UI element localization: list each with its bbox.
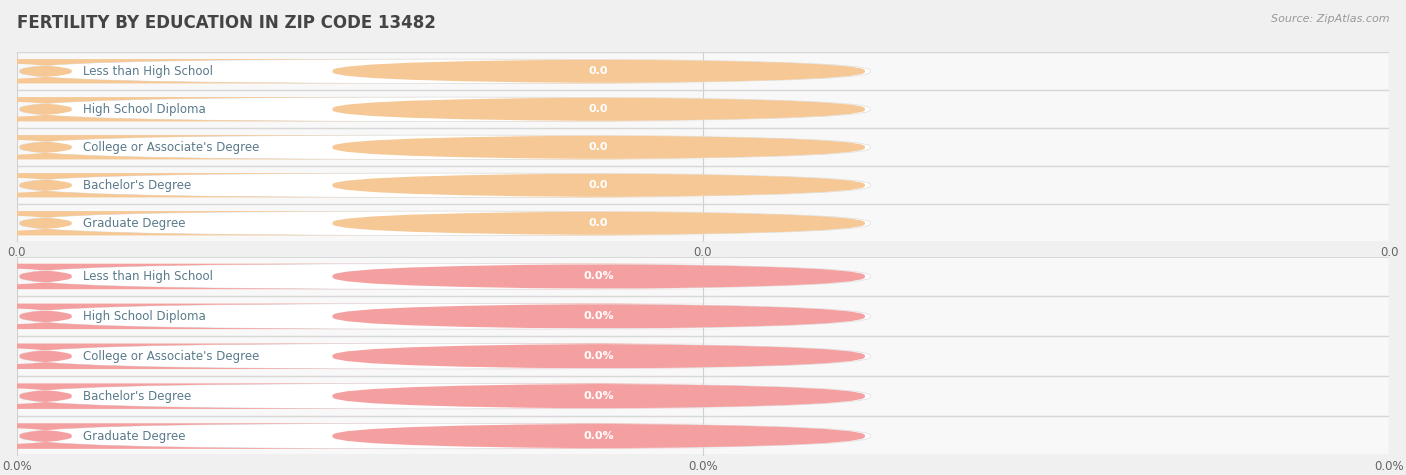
- Text: Graduate Degree: Graduate Degree: [83, 429, 186, 443]
- FancyBboxPatch shape: [332, 423, 865, 449]
- FancyBboxPatch shape: [20, 343, 870, 369]
- FancyBboxPatch shape: [17, 258, 1389, 295]
- FancyBboxPatch shape: [17, 298, 1389, 335]
- FancyBboxPatch shape: [0, 383, 432, 409]
- Text: 0.0%: 0.0%: [583, 271, 614, 282]
- FancyBboxPatch shape: [20, 383, 870, 409]
- FancyBboxPatch shape: [20, 264, 870, 289]
- FancyBboxPatch shape: [20, 97, 870, 122]
- FancyBboxPatch shape: [20, 173, 870, 198]
- FancyBboxPatch shape: [0, 97, 432, 122]
- Text: College or Associate's Degree: College or Associate's Degree: [83, 350, 259, 363]
- Text: 0.0%: 0.0%: [583, 431, 614, 441]
- FancyBboxPatch shape: [17, 418, 1389, 455]
- Text: 0.0: 0.0: [589, 66, 609, 76]
- FancyBboxPatch shape: [0, 59, 432, 84]
- Text: FERTILITY BY EDUCATION IN ZIP CODE 13482: FERTILITY BY EDUCATION IN ZIP CODE 13482: [17, 14, 436, 32]
- FancyBboxPatch shape: [20, 135, 870, 160]
- FancyBboxPatch shape: [20, 423, 870, 449]
- FancyBboxPatch shape: [332, 304, 865, 329]
- Text: Less than High School: Less than High School: [83, 65, 212, 78]
- FancyBboxPatch shape: [332, 59, 865, 84]
- FancyBboxPatch shape: [332, 97, 865, 122]
- Text: 0.0: 0.0: [589, 180, 609, 190]
- FancyBboxPatch shape: [17, 378, 1389, 415]
- FancyBboxPatch shape: [0, 304, 432, 329]
- Text: Source: ZipAtlas.com: Source: ZipAtlas.com: [1271, 14, 1389, 24]
- FancyBboxPatch shape: [0, 135, 432, 160]
- Text: 0.0%: 0.0%: [583, 391, 614, 401]
- FancyBboxPatch shape: [17, 168, 1389, 203]
- FancyBboxPatch shape: [17, 338, 1389, 375]
- FancyBboxPatch shape: [20, 211, 870, 236]
- Text: Bachelor's Degree: Bachelor's Degree: [83, 179, 191, 192]
- FancyBboxPatch shape: [20, 59, 870, 84]
- Text: 0.0: 0.0: [589, 104, 609, 114]
- Text: 0.0%: 0.0%: [583, 351, 614, 361]
- FancyBboxPatch shape: [0, 173, 432, 198]
- Text: Less than High School: Less than High School: [83, 270, 212, 283]
- FancyBboxPatch shape: [332, 383, 865, 409]
- Text: 0.0: 0.0: [589, 218, 609, 228]
- FancyBboxPatch shape: [332, 264, 865, 289]
- FancyBboxPatch shape: [332, 135, 865, 160]
- Text: 0.0%: 0.0%: [583, 311, 614, 322]
- FancyBboxPatch shape: [332, 173, 865, 198]
- FancyBboxPatch shape: [0, 343, 432, 369]
- Text: College or Associate's Degree: College or Associate's Degree: [83, 141, 259, 154]
- Text: Graduate Degree: Graduate Degree: [83, 217, 186, 230]
- FancyBboxPatch shape: [17, 54, 1389, 89]
- FancyBboxPatch shape: [332, 343, 865, 369]
- FancyBboxPatch shape: [0, 211, 432, 236]
- FancyBboxPatch shape: [17, 206, 1389, 241]
- FancyBboxPatch shape: [332, 211, 865, 236]
- Text: High School Diploma: High School Diploma: [83, 103, 205, 116]
- FancyBboxPatch shape: [17, 130, 1389, 165]
- Text: 0.0: 0.0: [589, 142, 609, 152]
- Text: Bachelor's Degree: Bachelor's Degree: [83, 390, 191, 403]
- FancyBboxPatch shape: [0, 423, 432, 449]
- FancyBboxPatch shape: [17, 92, 1389, 127]
- FancyBboxPatch shape: [20, 304, 870, 329]
- FancyBboxPatch shape: [0, 264, 432, 289]
- Text: High School Diploma: High School Diploma: [83, 310, 205, 323]
